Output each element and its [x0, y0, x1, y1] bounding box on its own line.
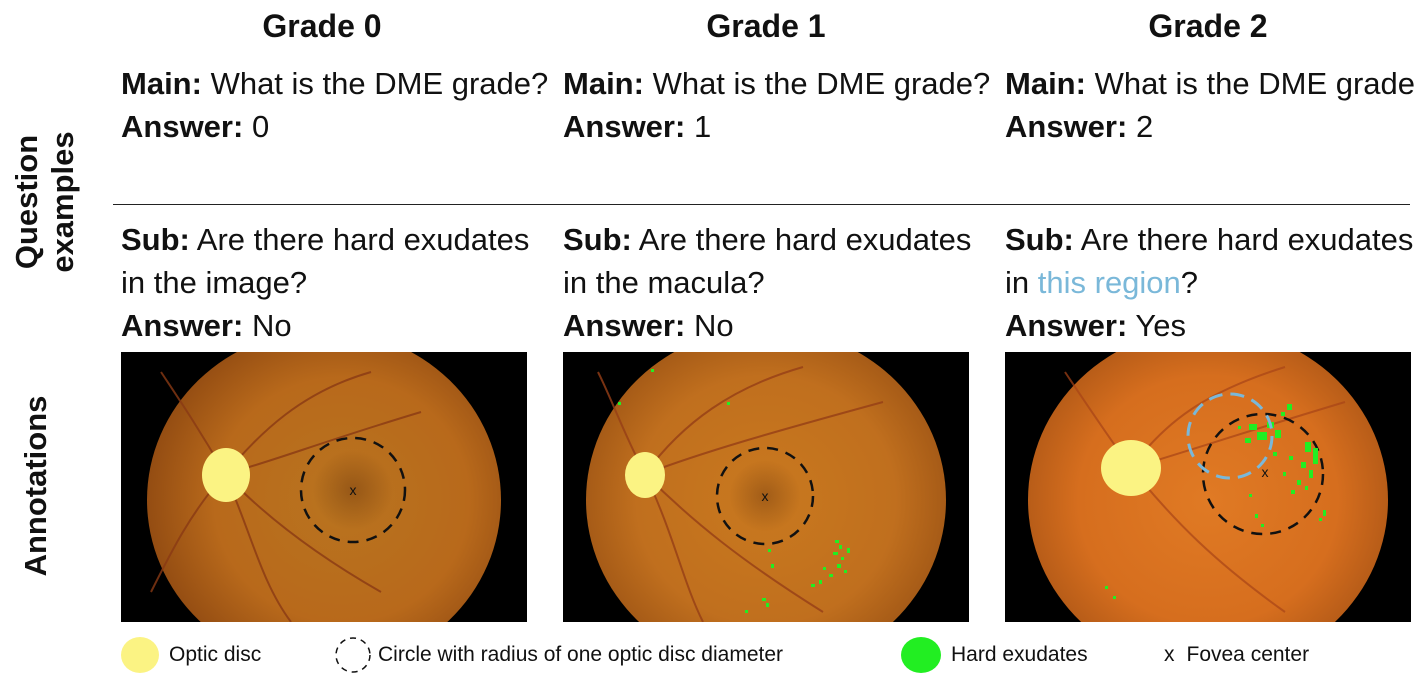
fundus-image-grade-1: x [563, 352, 969, 622]
legend-hard-exudates-label: Hard exudates [951, 643, 1088, 666]
main-label: Main: [563, 66, 644, 101]
grade-2-sub-question: Sub: Are there hard exudates in this reg… [1005, 218, 1414, 347]
fovea-center-marker: x [1262, 464, 1269, 480]
optic-disc-radius-circle [1201, 412, 1325, 536]
grade-0-main-question: Main: What is the DME grade? Answer: 0 [121, 62, 561, 148]
optic-disc-radius-circle [299, 436, 407, 544]
legend-optic-disc: Optic disc [121, 637, 261, 673]
main-label: Main: [121, 66, 202, 101]
fovea-center-marker: x [762, 488, 769, 504]
sub-question-suffix: ? [1180, 265, 1199, 300]
row-label-question-line1: Question [9, 134, 44, 270]
optic-disc [625, 452, 665, 498]
main-question-text: What is the DME grade? [652, 66, 991, 101]
fovea-center-marker: x [350, 482, 357, 498]
fundus-disc [1028, 352, 1388, 622]
answer-label: Answer: [121, 308, 244, 343]
optic-disc-radius-circle [715, 446, 815, 546]
sub-question-text: Are there hard exudates in the image? [121, 222, 530, 300]
grade-2-main-question: Main: What is the DME grade? Answer: 2 [1005, 62, 1414, 148]
grade-1-title: Grade 1 [706, 8, 826, 44]
highlighted-region-circle [1186, 392, 1274, 480]
legend-circle-label: Circle with radius of one optic disc dia… [378, 643, 784, 666]
fundus-grade-0-svg: x [147, 352, 501, 622]
legend-hard-exudates: Hard exudates [901, 637, 1088, 673]
main-question-text: What is the DME grade? [1094, 66, 1414, 101]
optic-disc [1101, 440, 1161, 496]
dashed-circle-icon [335, 637, 371, 673]
fundus-image-grade-0: x [121, 352, 527, 622]
fundus-image-grade-2: x [1005, 352, 1411, 622]
sub-label: Sub: [1005, 222, 1074, 257]
fundus-grade-1-svg: x [586, 352, 946, 622]
main-answer: 1 [693, 109, 712, 144]
sub-question-text: Are there hard exudates in the macula? [563, 222, 972, 300]
sub-answer: No [251, 308, 292, 343]
legend-fovea-label: Fovea center [1186, 643, 1310, 666]
grade-0-title: Grade 0 [262, 8, 382, 44]
row-label-question-examples: Question examples [9, 122, 81, 282]
sub-answer: No [693, 308, 734, 343]
section-divider [113, 204, 1410, 205]
legend-optic-disc-label: Optic disc [169, 643, 262, 666]
main-label: Main: [1005, 66, 1086, 101]
optic-disc-swatch-icon [121, 637, 159, 673]
answer-label: Answer: [1005, 109, 1128, 144]
grade-0-sub-question: Sub: Are there hard exudates in the imag… [121, 218, 561, 347]
answer-label: Answer: [563, 109, 686, 144]
hard-exudates-swatch-icon [901, 637, 941, 673]
grade-1-main-question: Main: What is the DME grade? Answer: 1 [563, 62, 1003, 148]
legend-circle: Circle with radius of one optic disc dia… [334, 637, 783, 673]
main-answer: 2 [1135, 109, 1154, 144]
optic-disc [202, 448, 250, 502]
grade-1-sub-question: Sub: Are there hard exudates in the macu… [563, 218, 1003, 347]
fundus-grade-2-svg: x [1028, 352, 1388, 622]
hard-exudates [618, 369, 850, 613]
row-label-question-line2: examples [45, 131, 80, 273]
answer-label: Answer: [121, 109, 244, 144]
main-answer: 0 [251, 109, 270, 144]
grade-2-title: Grade 2 [1148, 8, 1268, 44]
row-label-annotations: Annotations [18, 395, 53, 577]
answer-label: Answer: [563, 308, 686, 343]
legend-fovea: x Fovea center [1164, 637, 1309, 673]
highlighted-region-text: this region [1037, 265, 1181, 300]
answer-label: Answer: [1005, 308, 1128, 343]
main-question-text: What is the DME grade? [210, 66, 549, 101]
fovea-marker-icon: x [1164, 643, 1175, 666]
sub-label: Sub: [121, 222, 190, 257]
sub-label: Sub: [563, 222, 632, 257]
sub-answer: Yes [1135, 308, 1186, 343]
sub-question-text: Are there hard exudates in [1005, 222, 1414, 300]
